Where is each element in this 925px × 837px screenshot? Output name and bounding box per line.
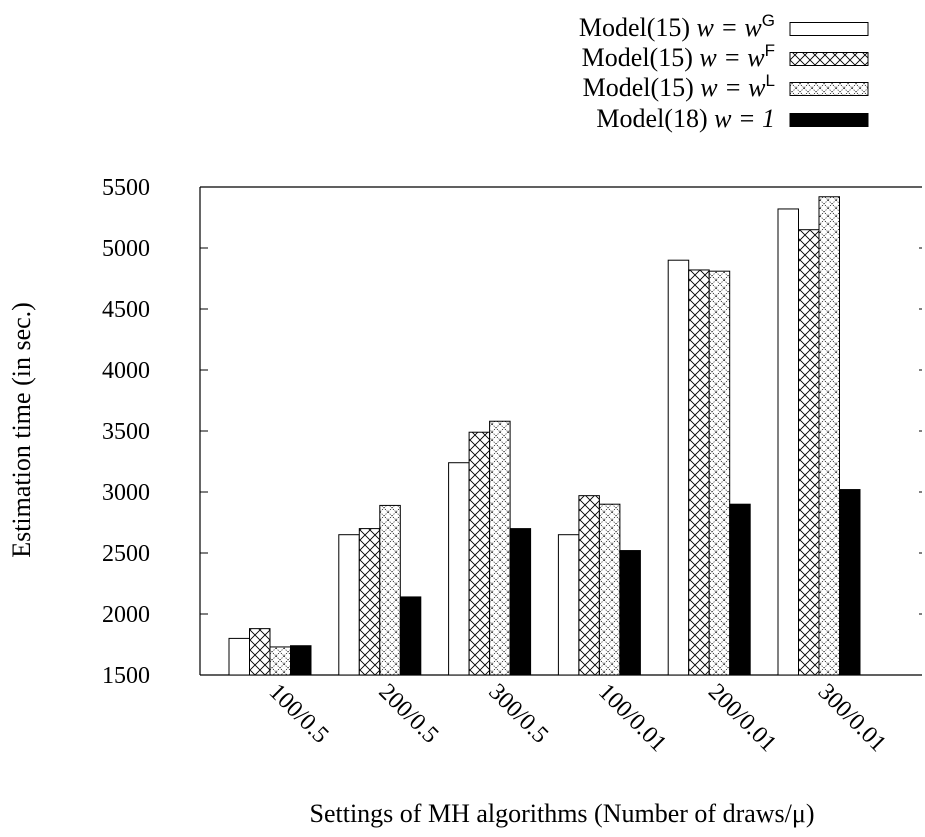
x-tick-label: 100/0.01 — [593, 679, 671, 757]
bar-4-200-0-01 — [729, 503, 751, 676]
legend-swatch — [789, 113, 869, 127]
legend-label: Model(15) w = wF — [582, 41, 775, 72]
y-tick-label: 3500 — [102, 419, 150, 445]
y-axis: 1500 2000 2500 3000 3500 4000 4500 5000 5500 — [102, 175, 922, 689]
y-tick-label: 5000 — [102, 236, 150, 262]
bar-1-300-0-01 — [777, 208, 799, 676]
x-axis-title: Settings of MH algorithms (Number of dra… — [310, 799, 815, 828]
bar-1-200-0-01 — [667, 259, 690, 676]
bar-1-100-0-5 — [228, 637, 250, 676]
bar-4-100-0-5 — [290, 645, 312, 676]
y-axis-title: Estimation time (in sec.) — [7, 302, 36, 558]
bar-2-200-0-01 — [688, 269, 710, 676]
y-tick-label: 2500 — [102, 541, 150, 567]
legend-label: Model(18) w = 1 — [596, 104, 775, 133]
y-tick-label: 1500 — [102, 663, 150, 689]
legend-label: Model(15) w = wG — [579, 11, 775, 42]
bar-1-100-0-01 — [557, 534, 580, 676]
bar-1-200-0-5 — [338, 534, 360, 676]
x-axis: 100/0.5 200/0.5 300/0.5 100/0.01 200/0.01 300… — [264, 667, 891, 757]
legend-swatch — [789, 52, 869, 66]
y-tick-label: 5500 — [102, 175, 150, 201]
bar-4-300-0-01 — [839, 489, 861, 676]
bar-2-300-0-5 — [468, 431, 491, 676]
bar-3-200-0-5 — [379, 504, 401, 676]
legend-swatch — [789, 82, 869, 96]
bar-2-300-0-01 — [798, 229, 820, 676]
bar-2-100-0-5 — [249, 628, 271, 676]
y-tick-label: 3000 — [102, 480, 150, 506]
x-tick-label: 100/0.5 — [264, 679, 334, 749]
y-tick-label: 4000 — [102, 358, 150, 384]
bar-3-100-0-5 — [269, 646, 291, 676]
bar-2-200-0-5 — [358, 528, 381, 676]
bar-2-100-0-01 — [578, 495, 600, 676]
y-tick-label: 2000 — [102, 602, 150, 628]
legend-label: Model(15) w = wL — [583, 71, 775, 102]
x-tick-label: 300/0.5 — [483, 679, 553, 749]
bar-4-200-0-5 — [399, 596, 422, 676]
bar-1-300-0-5 — [448, 462, 470, 676]
x-tick-label: 200/0.01 — [703, 679, 781, 757]
bar-3-300-0-01 — [818, 196, 840, 676]
bar-3-100-0-01 — [598, 503, 621, 676]
bar-3-200-0-01 — [708, 270, 731, 676]
bars — [228, 196, 861, 676]
x-tick-label: 200/0.5 — [374, 679, 444, 749]
y-tick-label: 4500 — [102, 297, 150, 323]
bar-4-100-0-01 — [619, 550, 641, 676]
bar-3-300-0-5 — [489, 420, 511, 676]
x-tick-label: 300/0.01 — [813, 679, 891, 757]
legend-swatch — [789, 22, 869, 36]
bar-4-300-0-5 — [509, 528, 532, 676]
